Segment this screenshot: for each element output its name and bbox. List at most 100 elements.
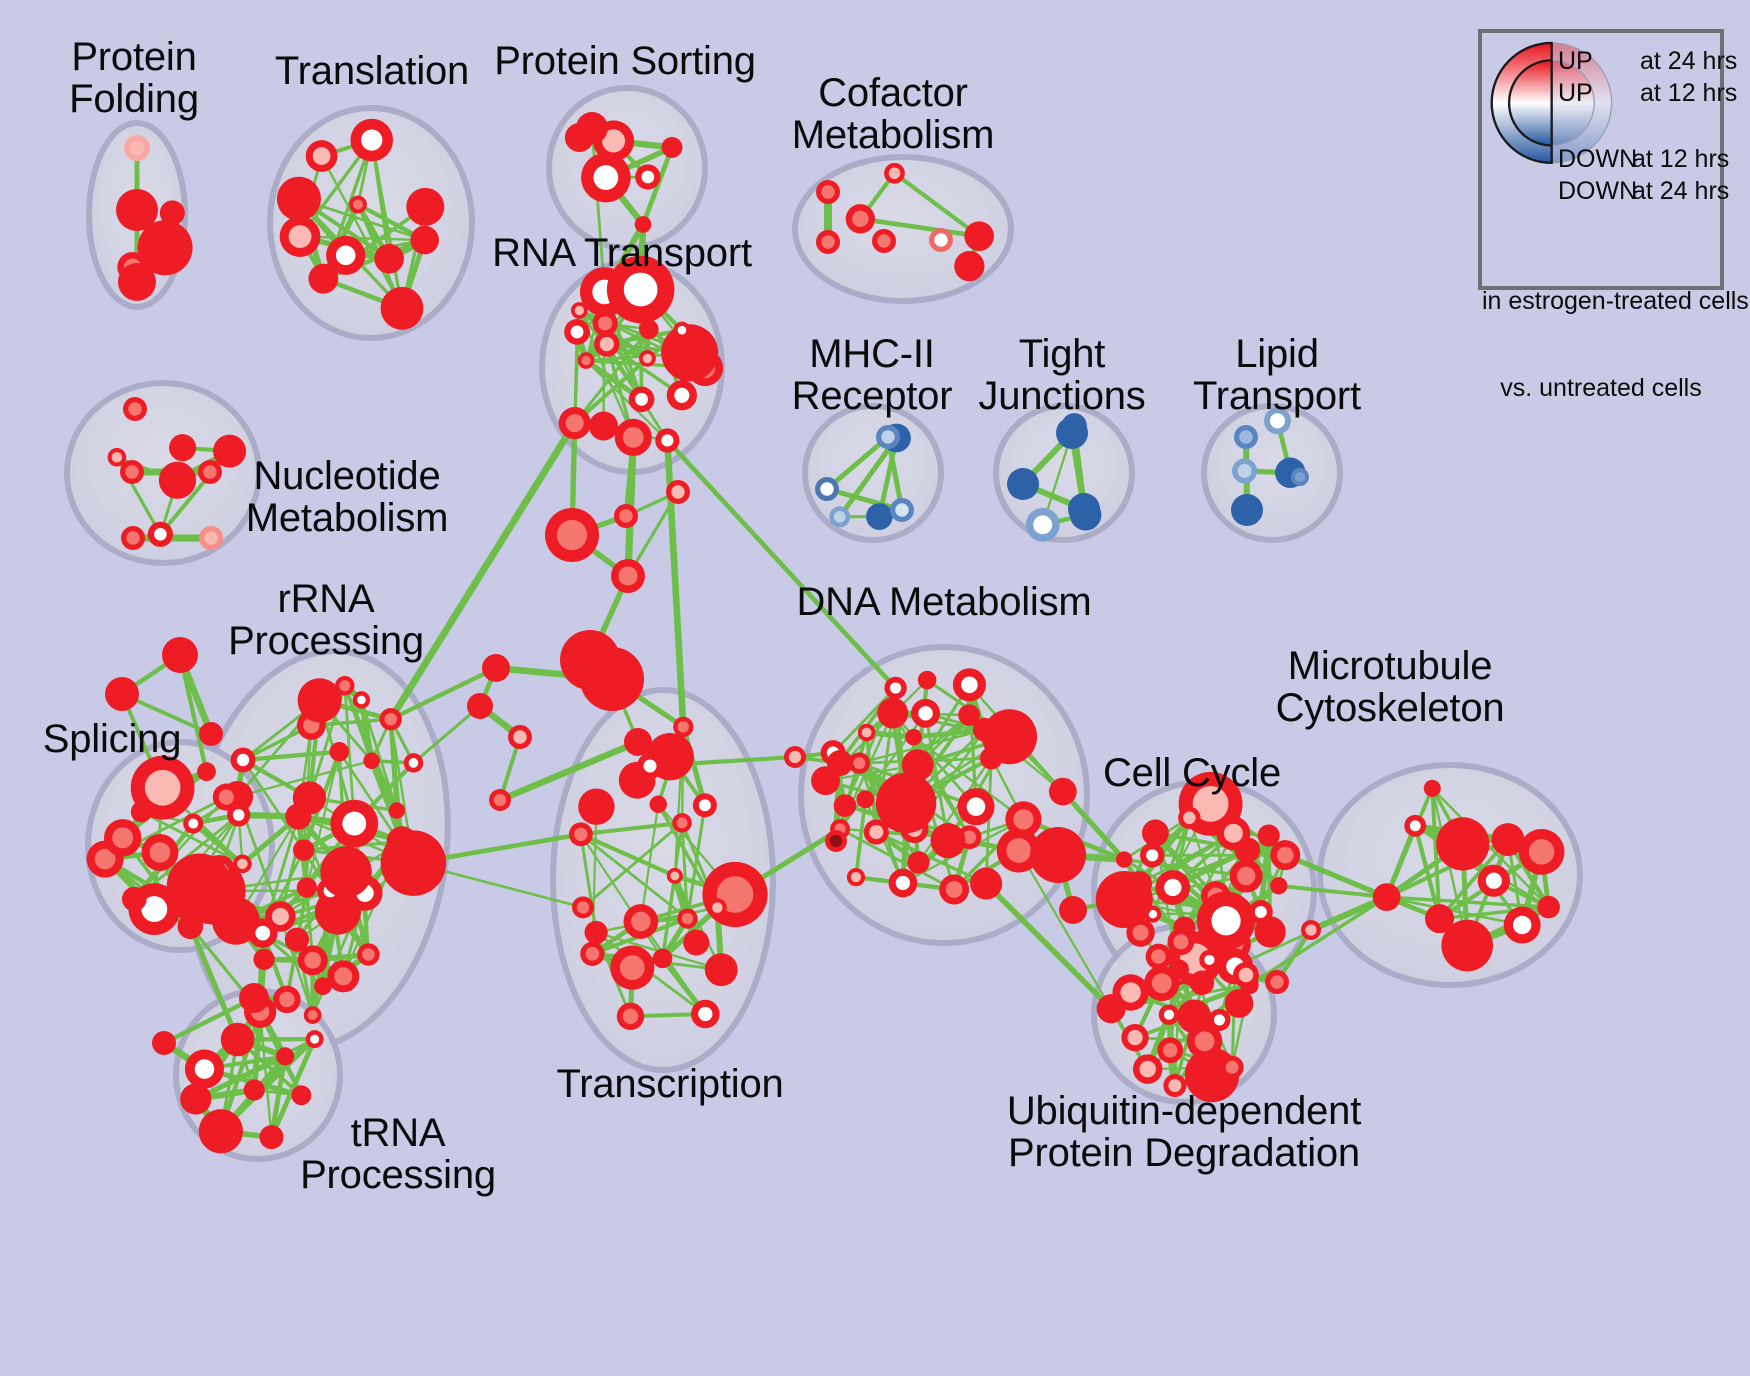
network-node — [578, 788, 615, 825]
network-node — [1196, 891, 1256, 950]
network-node — [857, 723, 876, 742]
cluster-label-protein-sorting: Protein Sorting — [494, 39, 756, 83]
network-node — [628, 386, 655, 413]
network-node — [692, 793, 717, 818]
network-edge — [388, 716, 400, 813]
network-node — [233, 854, 252, 874]
network-node — [388, 802, 406, 819]
network-node — [122, 886, 147, 912]
network-node — [639, 350, 656, 367]
network-node — [230, 747, 256, 773]
network-node — [147, 521, 173, 547]
network-node — [279, 216, 321, 257]
network-node — [825, 830, 847, 852]
network-node — [292, 839, 315, 861]
network-node — [611, 559, 645, 593]
network-node — [572, 896, 595, 919]
network-node — [673, 716, 694, 738]
network-edge — [139, 810, 244, 866]
network-node — [1491, 823, 1525, 857]
legend-inner-ring-12hrs — [1508, 59, 1595, 147]
network-node — [1167, 928, 1195, 956]
network-edge — [573, 327, 651, 425]
cluster-label-rna-transport: RNA Transport — [492, 231, 752, 275]
network-edge — [984, 756, 993, 885]
network-node — [220, 1022, 255, 1057]
network-edge — [1151, 816, 1191, 916]
network-node — [253, 948, 275, 970]
network-node — [350, 118, 394, 162]
legend-box: UP at 24 hrs UP at 12 hrs DOWN at 12 hrs DOWN a… — [1478, 29, 1749, 402]
network-node — [1158, 1004, 1180, 1025]
network-node — [558, 407, 591, 440]
network-node — [1177, 999, 1211, 1034]
network-node — [677, 908, 698, 929]
network-node — [198, 1109, 244, 1154]
network-node — [964, 221, 994, 251]
network-edge — [891, 711, 978, 809]
network-node — [303, 1006, 322, 1024]
network-node — [1257, 824, 1280, 847]
network-node — [1157, 1037, 1184, 1064]
network-node — [570, 302, 588, 319]
network-edge — [892, 171, 982, 239]
network-nodes — [86, 112, 1565, 1154]
network-edge — [279, 915, 314, 1017]
network-node — [296, 877, 318, 898]
network-node — [107, 448, 127, 467]
network-edge — [411, 704, 482, 765]
network-node — [856, 790, 875, 809]
network-node — [827, 750, 853, 776]
network-node — [467, 693, 493, 719]
network-node — [352, 691, 371, 709]
network-node — [197, 762, 216, 782]
network-node — [863, 819, 889, 845]
network-node — [284, 927, 310, 952]
network-edge — [1017, 849, 1113, 1010]
network-node — [1059, 896, 1087, 924]
network-node — [291, 1085, 312, 1106]
network-edge — [584, 359, 669, 442]
network-node — [297, 678, 342, 723]
network-node — [162, 637, 198, 673]
network-node — [276, 1047, 295, 1066]
network-node — [386, 826, 418, 858]
network-node — [577, 352, 595, 369]
network-node — [1178, 806, 1201, 829]
network-node — [1121, 1023, 1149, 1052]
network-node — [957, 788, 995, 826]
network-node — [1132, 1054, 1163, 1084]
network-node — [1424, 904, 1455, 934]
cluster-label-tight-junctions: Tight Junctions — [978, 332, 1146, 419]
network-node — [589, 411, 619, 441]
network-node — [326, 235, 366, 275]
cluster-label-splicing: Splicing — [42, 717, 182, 761]
network-node — [410, 225, 439, 255]
network-node — [816, 180, 840, 204]
network-node — [584, 920, 608, 945]
legend-swatch — [1490, 41, 1613, 165]
network-node — [876, 425, 900, 449]
network-node — [1436, 817, 1490, 871]
network-node — [1030, 827, 1086, 883]
network-node — [815, 477, 839, 501]
network-node — [580, 647, 644, 711]
network-node — [489, 789, 511, 811]
network-edge — [1183, 832, 1235, 930]
network-node — [357, 943, 380, 966]
network-edge — [388, 665, 499, 722]
network-node — [1005, 801, 1042, 838]
network-node — [655, 428, 680, 453]
network-node — [652, 948, 673, 969]
network-node — [1477, 864, 1511, 897]
network-node — [276, 176, 322, 221]
network-node — [199, 526, 223, 550]
network-edge — [1060, 788, 1127, 863]
network-node — [829, 506, 851, 528]
network-node — [124, 135, 150, 161]
network-node — [580, 941, 605, 966]
network-node — [939, 874, 970, 905]
network-node — [1145, 943, 1172, 970]
network-node — [929, 228, 953, 252]
network-node — [379, 708, 402, 731]
